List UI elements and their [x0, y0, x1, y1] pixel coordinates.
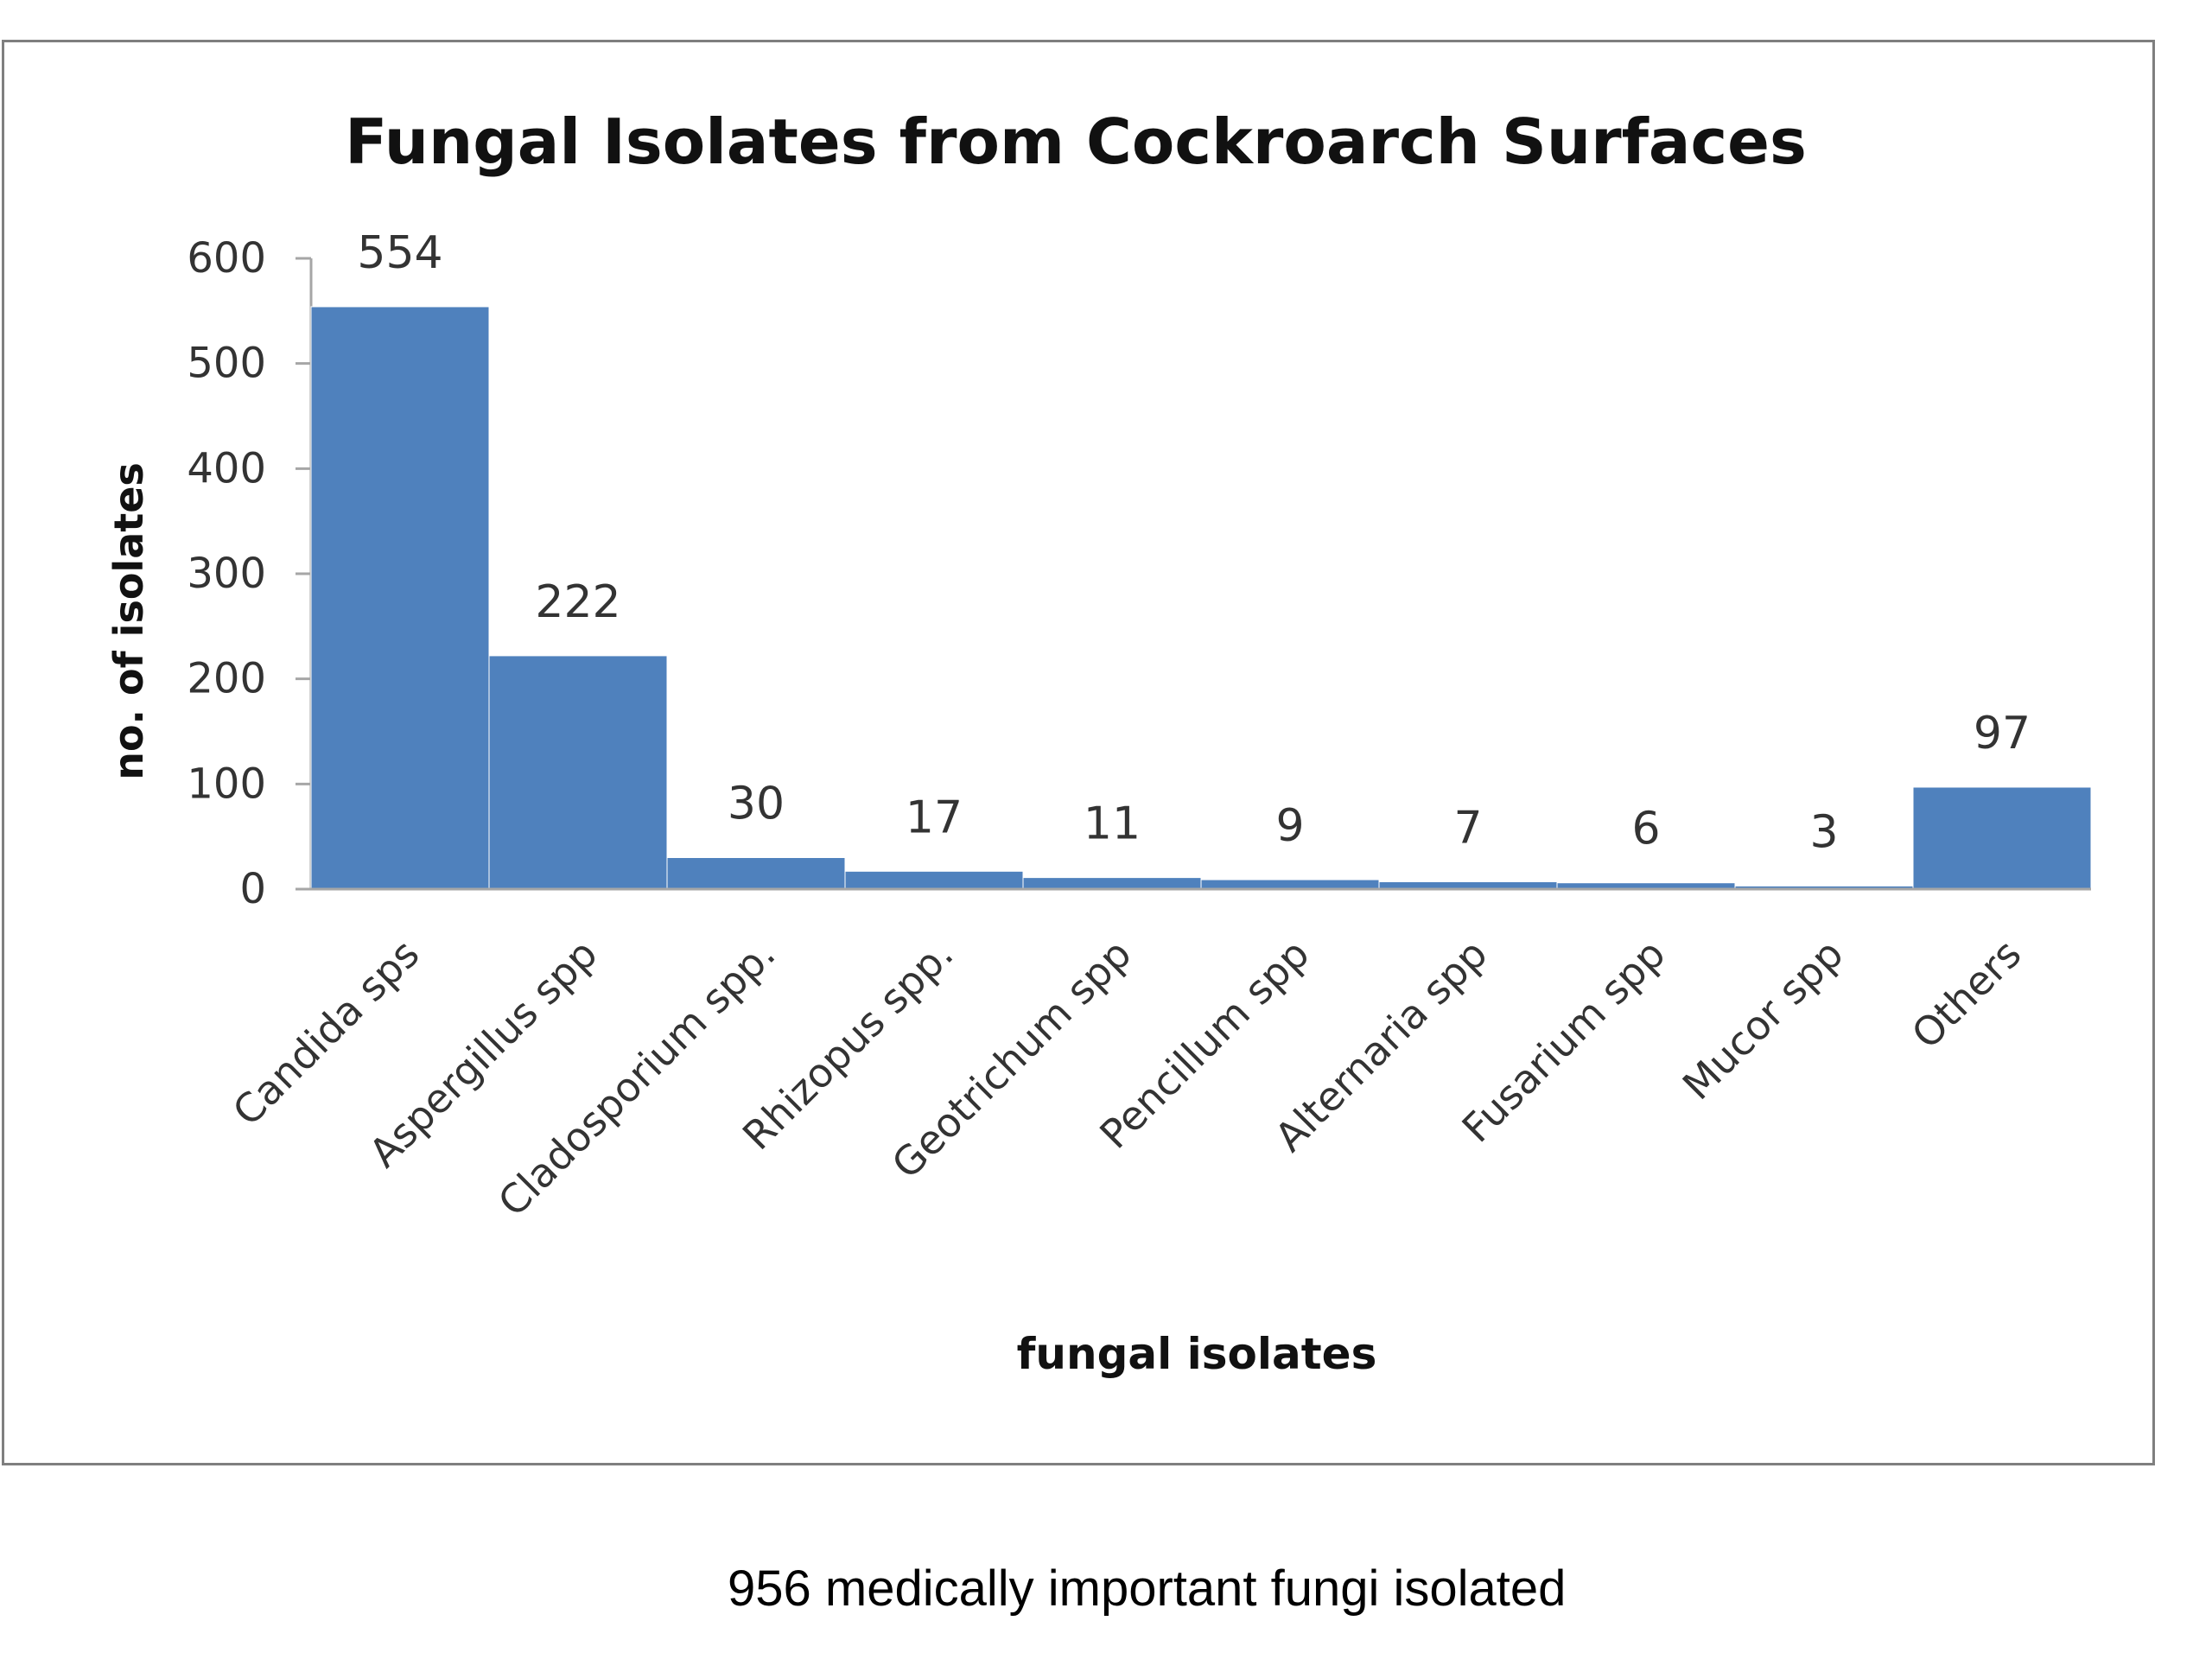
y-tick-label: 600	[187, 234, 266, 283]
x-tick-label: Candida sps	[224, 931, 429, 1135]
y-tick-label: 500	[187, 340, 266, 388]
bar	[666, 857, 846, 890]
y-tick-label: 0	[239, 865, 266, 913]
y-tick-label: 300	[187, 550, 266, 598]
data-label: 3	[1809, 806, 1838, 858]
y-tick-label: 200	[187, 655, 266, 703]
data-label: 97	[1974, 708, 2031, 760]
data-label: 9	[1275, 800, 1304, 852]
bar	[488, 655, 668, 890]
data-label: 17	[906, 791, 963, 843]
figure-caption: 956 medically important fungi isolated	[728, 1560, 1567, 1617]
data-label: 554	[357, 227, 442, 279]
y-tick-label: 400	[187, 444, 266, 493]
x-tick-label: Others	[1903, 931, 2030, 1058]
chart-title: Fungal Isolates from Cockroarch Surfaces	[345, 105, 1807, 178]
chart-frame: Fungal Isolates from Cockroarch Surfaces…	[2, 40, 2155, 1465]
bar-chart: Fungal Isolates from Cockroarch Surfaces…	[105, 105, 2092, 1379]
bar	[310, 306, 490, 890]
data-label: 7	[1453, 802, 1482, 854]
data-label: 30	[728, 779, 785, 830]
x-tick-label: Mucor spp	[1674, 931, 1853, 1109]
y-tick-label: 100	[187, 760, 266, 808]
x-axis-title: fungal isolates	[1017, 1329, 1377, 1379]
bar	[1912, 786, 2092, 890]
data-label: 6	[1631, 804, 1660, 855]
data-label: 11	[1084, 798, 1141, 850]
y-axis-title: no. of isolates	[105, 462, 152, 780]
bar	[844, 870, 1024, 890]
bar	[1200, 879, 1380, 890]
bar	[1022, 877, 1202, 890]
data-label: 222	[535, 576, 620, 628]
